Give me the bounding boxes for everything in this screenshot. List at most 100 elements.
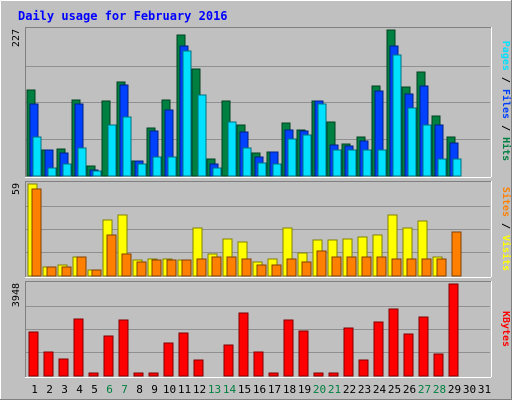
bar-pages-day-15 <box>242 147 252 177</box>
bar-sites-day-17 <box>271 264 282 277</box>
bar-kbytes-day-18 <box>283 319 294 377</box>
kbytes-legend: KBytes <box>500 311 511 347</box>
day-label-12: 12 <box>193 383 206 396</box>
bar-kbytes-day-21 <box>328 372 339 377</box>
day-label-28: 28 <box>433 383 446 396</box>
bar-pages-day-16 <box>257 162 267 177</box>
bar-pages-day-17 <box>272 163 282 177</box>
bar-sites-day-13 <box>211 256 222 277</box>
bar-sites-day-9 <box>151 259 162 277</box>
bar-pages-day-29 <box>452 158 462 177</box>
bar-kbytes-day-15 <box>238 312 249 377</box>
bar-sites-day-1 <box>31 188 42 277</box>
day-labels-group: 1 2 3 4 5 6 7 8 9 10 11 12 13 14 15 16 17 18 19 20 21 22 23 24 2… <box>31 383 491 396</box>
bar-pages-day-24 <box>377 149 387 177</box>
bar-pages-day-14 <box>227 121 237 177</box>
bar-pages-day-4 <box>77 147 87 177</box>
visits-sites-legend: Sites / Visits <box>500 187 512 271</box>
bar-sites-day-3 <box>61 266 72 277</box>
bar-kbytes-day-27 <box>418 316 429 377</box>
legend-entry: Visits <box>500 235 512 271</box>
bar-pages-day-27 <box>422 124 432 177</box>
legend-entry: Pages <box>500 41 511 71</box>
bar-pages-day-9 <box>152 156 162 177</box>
day-label-14: 14 <box>223 383 237 396</box>
bar-pages-day-11 <box>182 50 192 177</box>
day-label-2: 2 <box>46 383 53 396</box>
day-label-15: 15 <box>238 383 251 396</box>
bar-kbytes-day-10 <box>163 342 174 377</box>
bar-kbytes-day-14 <box>223 344 234 377</box>
day-label-8: 8 <box>136 383 143 396</box>
bar-sites-day-15 <box>241 258 252 277</box>
bar-kbytes-day-8 <box>133 372 144 377</box>
bar-kbytes-day-12 <box>193 359 204 377</box>
bar-pages-day-19 <box>302 134 312 177</box>
bar-sites-day-22 <box>346 256 357 277</box>
day-label-17: 17 <box>268 383 281 396</box>
bar-sites-day-19 <box>301 261 312 277</box>
bar-pages-day-20 <box>317 103 327 177</box>
bar-sites-day-8 <box>136 261 147 277</box>
bar-pages-day-28 <box>437 158 447 177</box>
day-label-1: 1 <box>31 383 38 396</box>
panels-group: 227 Pages / Files / Hits 59 Sites / Visits 3… <box>11 27 512 378</box>
legend-entry: KBytes <box>500 311 511 347</box>
visits-sites-max-label: 59 <box>11 183 22 195</box>
bar-sites-day-12 <box>196 258 207 277</box>
bar-pages-day-18 <box>287 138 297 177</box>
legend-separator: / <box>500 71 511 89</box>
bar-pages-day-25 <box>392 54 402 177</box>
day-label-10: 10 <box>163 383 176 396</box>
chart-title: Daily usage for February 2016 <box>18 9 228 23</box>
day-label-9: 9 <box>151 383 158 396</box>
bar-sites-day-26 <box>406 258 417 277</box>
bar-pages-day-1 <box>32 136 42 177</box>
bar-sites-day-20 <box>316 250 327 277</box>
bar-kbytes-day-6 <box>103 335 114 377</box>
bar-pages-day-10 <box>167 156 177 177</box>
day-label-19: 19 <box>298 383 311 396</box>
day-label-27: 27 <box>418 383 431 396</box>
bar-sites-day-5 <box>91 269 102 277</box>
day-label-13: 13 <box>208 383 221 396</box>
bar-kbytes-day-19 <box>298 330 309 377</box>
hits-files-pages-legend: Pages / Files / Hits <box>500 41 512 161</box>
bar-sites-day-11 <box>181 259 192 277</box>
bar-pages-day-2 <box>47 167 57 177</box>
bar-pages-day-13 <box>212 167 222 177</box>
day-label-4: 4 <box>76 383 83 396</box>
legend-entry: Sites <box>500 187 512 217</box>
legend-separator: / <box>500 119 511 137</box>
bar-sites-day-7 <box>121 253 132 277</box>
bar-kbytes-day-5 <box>88 372 99 377</box>
bar-kbytes-day-3 <box>58 358 69 377</box>
bar-pages-day-7 <box>122 116 132 177</box>
bar-sites-day-14 <box>226 256 237 277</box>
bar-kbytes-day-7 <box>118 319 129 377</box>
day-label-25: 25 <box>388 383 401 396</box>
bar-pages-day-26 <box>407 107 417 177</box>
day-label-21: 21 <box>328 383 341 396</box>
bar-sites-day-24 <box>376 256 387 277</box>
day-label-20: 20 <box>313 383 326 396</box>
bar-sites-day-28 <box>436 258 447 277</box>
day-label-29: 29 <box>448 383 461 396</box>
hits-files-pages-max-label: 227 <box>11 29 22 47</box>
bar-sites-day-29 <box>451 231 462 277</box>
bar-sites-day-6 <box>106 234 117 277</box>
bar-pages-day-12 <box>197 94 207 177</box>
day-label-18: 18 <box>283 383 296 396</box>
bar-kbytes-day-9 <box>148 372 159 377</box>
bar-kbytes-day-1 <box>28 331 39 377</box>
bar-sites-day-2 <box>46 266 57 277</box>
day-label-11: 11 <box>178 383 191 396</box>
day-label-16: 16 <box>253 383 266 396</box>
bar-sites-day-21 <box>331 256 342 277</box>
legend-entry: Files <box>500 89 512 119</box>
bar-kbytes-day-26 <box>403 333 414 377</box>
bar-kbytes-day-20 <box>313 372 324 377</box>
bar-kbytes-day-11 <box>178 332 189 377</box>
day-label-22: 22 <box>343 383 356 396</box>
